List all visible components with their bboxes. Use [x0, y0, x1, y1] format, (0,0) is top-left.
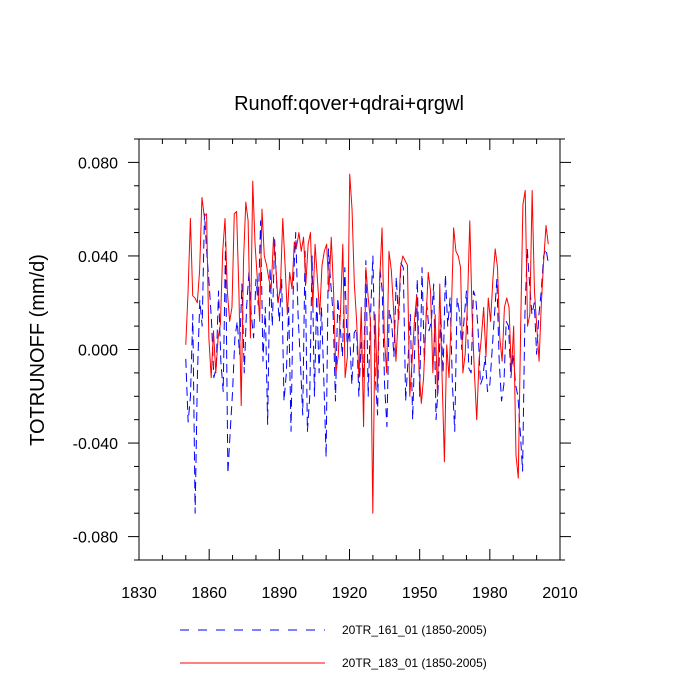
series-line-20tr-183 — [185, 173, 549, 514]
legend: 20TR_161_01 (1850-2005) 20TR_183_01 (185… — [180, 623, 487, 670]
y-axis-label: TOTRUNOFF (mm/d) — [27, 254, 49, 446]
axis-tick-labels: 1830 1860 1890 1920 1950 1980 2010 -0.080 -0.040… — [73, 155, 578, 602]
legend-label-20tr-161: 20TR_161_01 (1850-2005) — [342, 623, 487, 637]
axis-ticks — [128, 138, 571, 561]
x-tick-label: 2010 — [542, 585, 578, 602]
x-tick-label: 1860 — [191, 585, 227, 602]
x-tick-label: 1890 — [262, 585, 298, 602]
legend-label-20tr-183: 20TR_183_01 (1850-2005) — [342, 656, 487, 670]
y-tick-label: 0.040 — [78, 249, 118, 266]
x-tick-label: 1980 — [472, 585, 508, 602]
y-tick-label: 0.080 — [78, 155, 118, 172]
x-tick-label: 1950 — [402, 585, 438, 602]
x-tick-label: 1830 — [121, 585, 157, 602]
y-tick-label: -0.080 — [73, 530, 118, 547]
series-layer — [185, 173, 549, 514]
y-tick-label: -0.040 — [73, 436, 118, 453]
x-tick-label: 1920 — [332, 585, 368, 602]
y-tick-label: 0.000 — [78, 343, 118, 360]
chart-title: Runoff:qover+qdrai+qrgwl — [234, 93, 464, 115]
series-line-20tr-161 — [185, 213, 549, 514]
